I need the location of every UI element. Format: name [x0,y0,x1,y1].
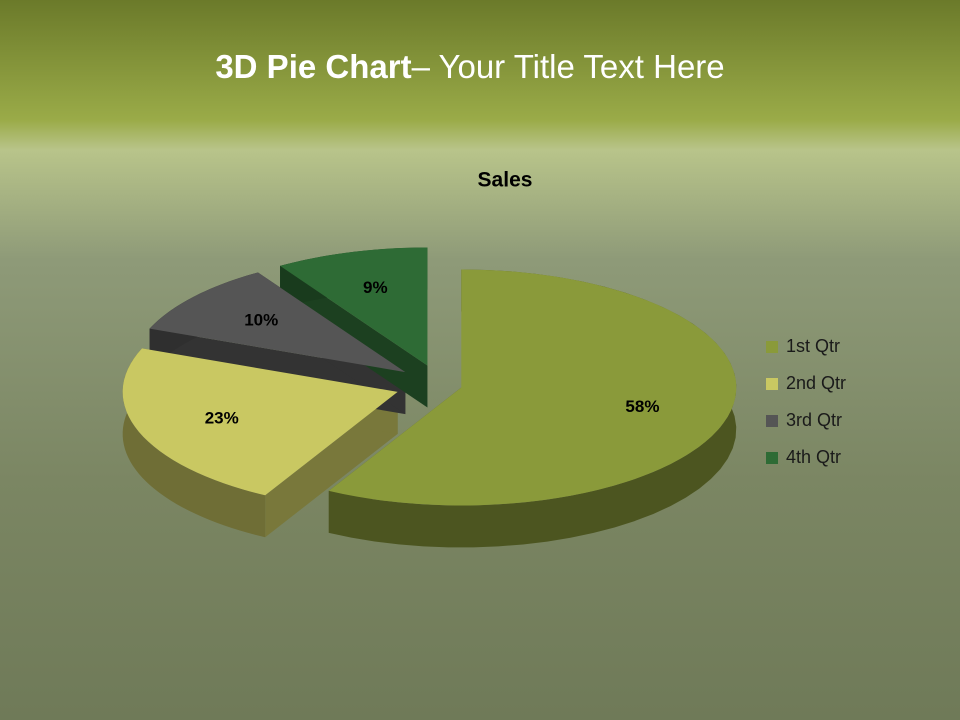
legend-swatch [766,341,778,353]
title-bold: 3D Pie Chart [215,48,412,85]
slice-cut-face [280,265,428,408]
slice-side [328,269,737,548]
slice [280,247,428,366]
chart-title: Sales [478,169,533,192]
legend-label: 3rd Qtr [786,410,842,430]
slice [328,269,737,506]
legend-label: 4th Qtr [786,447,841,467]
legend-swatch [766,452,778,464]
data-label: 9% [363,278,388,297]
legend-swatch [766,378,778,390]
legend-label: 2nd Qtr [786,373,846,393]
slice [122,348,398,496]
pie-tops [122,247,737,506]
data-label: 58% [625,397,659,416]
slice-side [122,348,266,538]
data-label: 23% [205,409,239,428]
title-rest: – Your Title Text Here [411,48,725,85]
legend-label: 1st Qtr [786,336,840,356]
data-label: 10% [244,310,278,329]
slice [149,272,406,373]
legend-swatch [766,415,778,427]
slide-title: 3D Pie Chart– Your Title Text Here [0,48,940,86]
